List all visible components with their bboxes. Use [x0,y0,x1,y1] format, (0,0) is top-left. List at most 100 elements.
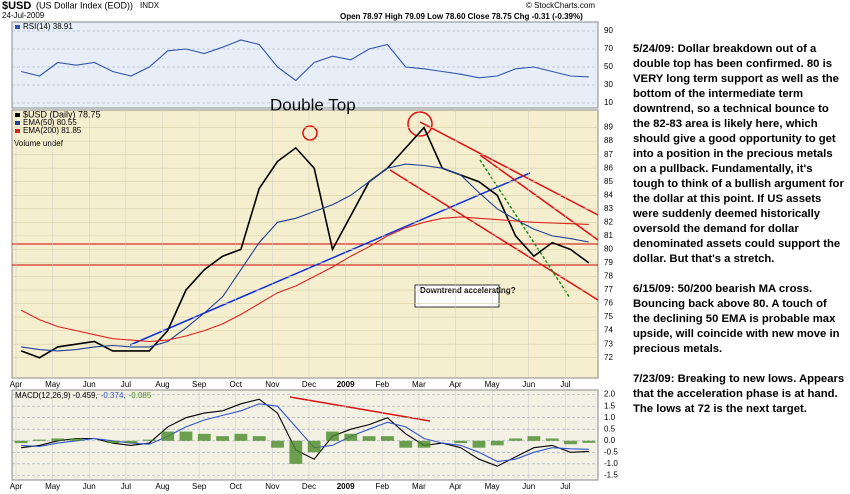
series-line [21,39,589,82]
x-tick-label: Oct [230,380,243,389]
x-tick-label: Apr [10,482,23,491]
y-tick-label: 72 [604,353,613,362]
histogram-bar [417,440,431,448]
histogram-bar [106,440,120,444]
y-tick-label: 75 [604,312,613,321]
x-tick-label: Jun [83,380,96,389]
x-tick-label: May [485,380,500,389]
legend-entry: EMA(50) 80.55 [23,118,77,127]
legend-entry: $USD (Daily) 78.75 [23,109,101,119]
x-tick-label: Dec [302,482,316,491]
legend-swatch [15,129,20,133]
histogram-bar [69,438,83,441]
series-line [20,216,589,343]
commentary: 5/24/09: Dollar breakdown out of a doubl… [633,42,845,432]
y-tick-label: 0.0 [604,436,616,445]
histogram-bar [124,440,138,444]
histogram-bar [307,440,321,453]
y-tick-label: 76 [604,299,613,308]
y-tick-label: 73 [604,339,613,348]
x-tick-label: Feb [375,482,389,491]
histogram-bar [161,431,175,441]
x-tick-label: Jul [121,380,131,389]
x-tick-label: May [45,482,60,491]
callout-box [414,284,500,308]
y-tick-label: 83 [604,204,613,213]
y-tick-label: 78 [604,272,613,281]
x-tick-label: Jun [522,482,535,491]
trend-line [479,159,571,299]
legend-entry: RSI(14) 38.91 [23,22,73,31]
y-tick-label: 88 [604,136,613,145]
histogram-bar [509,438,523,441]
series-line [20,126,590,359]
x-tick-label: Nov [265,380,279,389]
histogram-bar [289,440,303,464]
histogram-bar [51,438,65,441]
histogram-bar [545,438,559,441]
legend: MACD(12,26,9) -0.459, -0.374, -0.085 [15,391,152,400]
legend-entry: MACD(12,26,9) -0.459, [15,391,98,400]
channel-line [479,154,599,241]
y-tick-label: 84 [604,190,613,199]
legend-swatch [15,25,20,29]
legend-entry: EMA(200) 81.85 [23,126,82,135]
x-tick-label: Aug [155,482,169,491]
histogram-bar [197,433,211,441]
x-tick-label: Jul [121,482,131,491]
legend-swatch [15,113,20,117]
x-tick-label: Sep [192,482,207,491]
top-circle [302,125,318,141]
x-tick-label: Aug [155,380,169,389]
histogram-bar [399,440,413,448]
histogram-bar [142,439,156,441]
legend-entry: -0.085 [129,391,152,400]
x-tick-label: Oct [230,482,243,491]
histogram-bar [490,440,504,446]
macd-panel [11,389,599,481]
annotation: Downtrend accelerating? [420,286,516,295]
annotation: Double Top [270,95,356,114]
series-line [21,398,589,467]
channel-line [389,169,599,301]
x-tick-label: May [45,380,60,389]
exchange: INDX [140,1,160,10]
y-tick-label: -0.5 [604,447,618,456]
histogram-bar [252,436,266,441]
histogram-bar [33,439,46,441]
commentary-paragraph: 6/15/09: 50/200 bearish MA cross. Bounci… [633,283,840,355]
divergence-line [289,396,431,422]
rsi-panel [11,21,599,109]
x-tick-label: Dec [302,380,316,389]
histogram-bar [472,440,486,448]
x-tick-label: Apr [449,482,462,491]
legend-entry: -0.374, [101,391,126,400]
symbol: $USD [2,0,31,12]
histogram-bar [362,436,376,441]
histogram-bar [216,436,230,441]
histogram-bar [271,440,284,448]
y-tick-label: 30 [604,80,613,89]
source: © StockCharts.com [526,1,595,10]
y-tick-label: 79 [604,258,613,267]
y-tick-label: 77 [604,285,613,294]
x-tick-label: Mar [412,380,426,389]
y-tick-label: 81 [604,231,613,240]
date: 24-Jul-2009 [2,11,45,20]
x-tick-label: Jul [560,380,570,389]
y-tick-label: -1.0 [604,459,618,468]
y-tick-label: 80 [604,245,613,254]
y-tick-label: 85 [604,177,613,186]
histogram-bar [527,436,541,441]
legend-swatch [15,121,20,125]
x-tick-label: Sep [192,380,207,389]
y-tick-label: 89 [604,123,613,132]
x-tick-label: Jul [560,482,570,491]
x-tick-label: Apr [10,380,23,389]
series-line [21,163,589,352]
x-tick-label: Nov [265,482,279,491]
y-tick-label: 50 [604,62,613,71]
y-tick-label: 90 [604,26,613,35]
x-tick-label: Mar [412,482,426,491]
